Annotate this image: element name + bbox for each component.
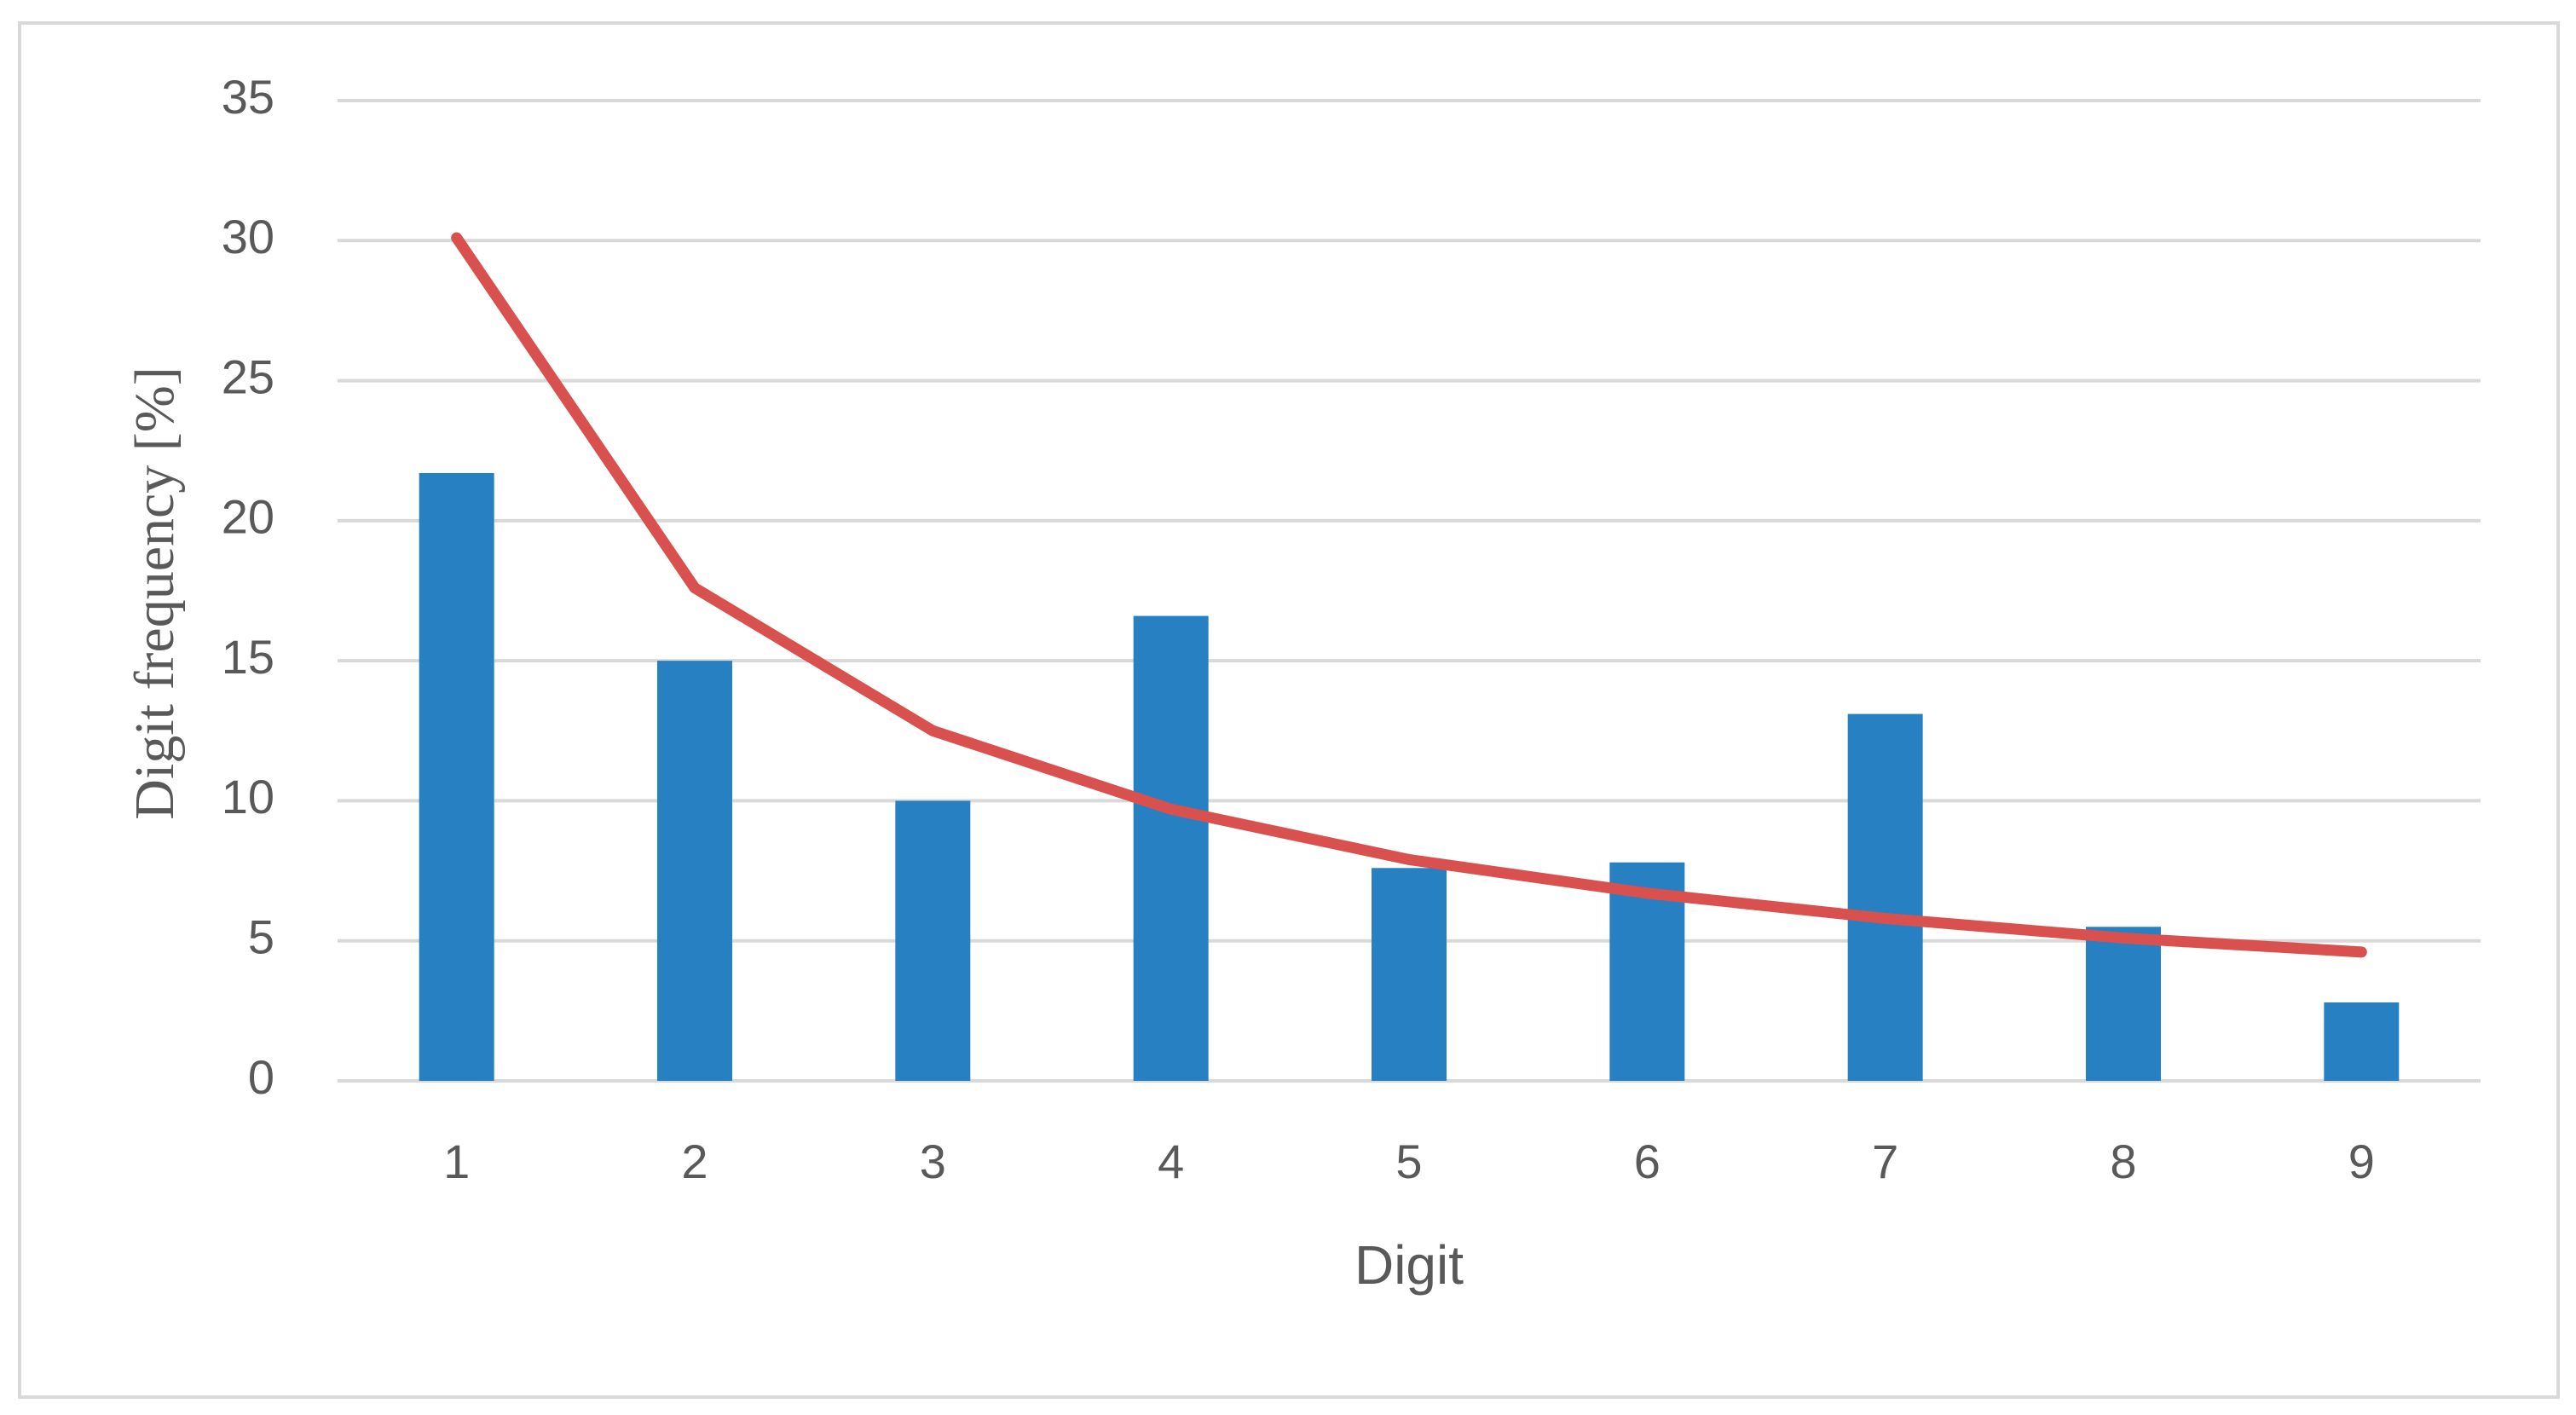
y-tick-label: 15	[222, 630, 274, 684]
y-tick-label: 35	[222, 70, 274, 124]
bar	[419, 473, 494, 1081]
x-tick-label: 2	[681, 1135, 708, 1188]
y-tick-label: 10	[222, 770, 274, 823]
y-tick-label: 5	[248, 910, 274, 964]
bar	[1133, 615, 1209, 1081]
x-tick-label: 4	[1158, 1135, 1184, 1188]
y-tick-label: 25	[222, 349, 274, 403]
bar	[657, 661, 732, 1081]
y-tick-label: 0	[248, 1050, 274, 1104]
x-tick-label: 6	[1634, 1135, 1661, 1188]
x-tick-label: 9	[2348, 1135, 2375, 1188]
chart-border	[18, 21, 2560, 1399]
bar	[2086, 927, 2161, 1081]
bar	[895, 800, 971, 1081]
y-tick-label: 30	[222, 210, 274, 263]
x-tick-label: 3	[920, 1135, 946, 1188]
x-tick-label: 5	[1395, 1135, 1422, 1188]
bar	[2324, 1002, 2400, 1081]
x-tick-label: 7	[1872, 1135, 1898, 1188]
bar	[1372, 868, 1447, 1081]
x-axis-title: Digit	[1354, 1234, 1464, 1296]
x-tick-label: 8	[2110, 1135, 2136, 1188]
x-tick-label: 1	[443, 1135, 470, 1188]
line	[451, 232, 2367, 958]
bar	[1847, 713, 1923, 1081]
y-axis-title: Digit frequency [%]	[124, 367, 186, 819]
y-tick-label: 20	[222, 490, 274, 544]
